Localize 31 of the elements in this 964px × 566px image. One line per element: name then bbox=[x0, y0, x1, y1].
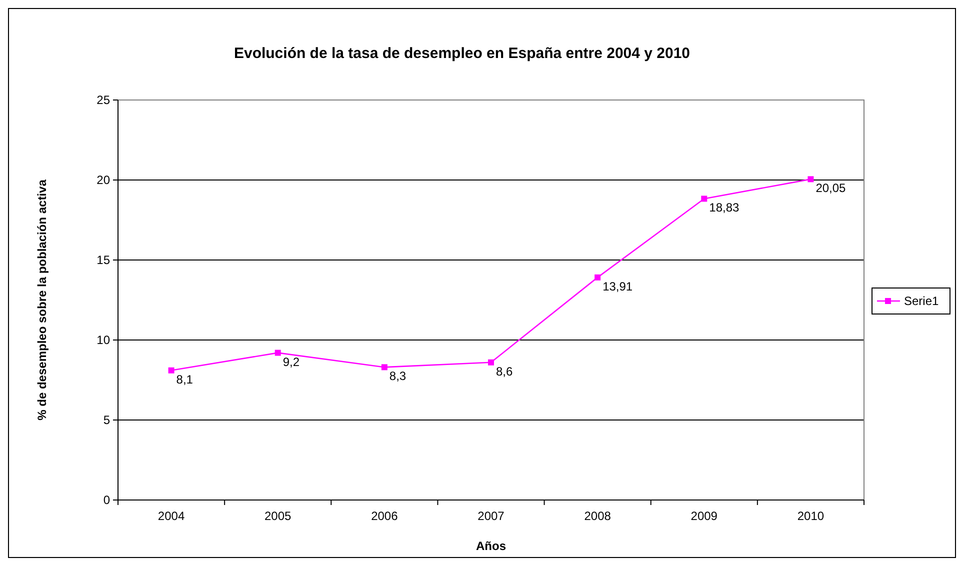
point bbox=[488, 359, 494, 366]
x-tick-label: 2009 bbox=[690, 509, 718, 523]
y-tick-label: 15 bbox=[96, 253, 110, 267]
data-label: 20,05 bbox=[816, 181, 846, 196]
data-label: 13,91 bbox=[602, 279, 633, 294]
y-tick-label: 10 bbox=[96, 333, 110, 347]
data-label: 8,3 bbox=[389, 369, 406, 384]
x-tick-label: 2004 bbox=[158, 509, 185, 523]
legend-label: Serie1 bbox=[904, 294, 940, 308]
point bbox=[808, 176, 814, 182]
x-tick-label: 2007 bbox=[478, 509, 505, 523]
y-tick-label: 25 bbox=[96, 93, 110, 107]
y-tick-label: 5 bbox=[103, 413, 110, 427]
data-label: 18,83 bbox=[709, 200, 740, 215]
chart-title: Evolución de la tasa de desempleo en España entre 2004 y 2010 bbox=[234, 45, 690, 62]
y-tick-label: 20 bbox=[96, 173, 110, 187]
x-tick-label: 2008 bbox=[584, 509, 612, 523]
y-axis-title: % de desempleo sobre la población activa bbox=[35, 179, 49, 420]
x-tick-label: 2005 bbox=[264, 509, 292, 523]
point bbox=[274, 350, 281, 356]
data-label: 8,1 bbox=[176, 372, 194, 386]
x-axis-title: Años bbox=[476, 539, 506, 553]
x-tick-label: 2010 bbox=[797, 509, 824, 523]
point bbox=[168, 367, 174, 374]
data-label: 8,6 bbox=[496, 364, 514, 378]
x-tick-label: 2006 bbox=[371, 509, 398, 523]
point bbox=[701, 196, 708, 202]
data-label: 9,2 bbox=[282, 354, 300, 369]
point bbox=[594, 274, 601, 280]
point bbox=[381, 364, 388, 370]
y-tick-label: 0 bbox=[103, 493, 110, 507]
